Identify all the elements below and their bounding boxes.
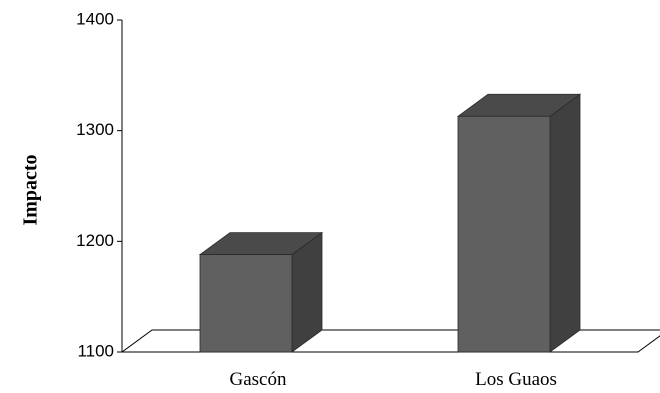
y-axis: 1100 1200 1300 1400: [76, 9, 123, 360]
category-labels: Gascón Los Guaos: [230, 369, 557, 390]
category-label: Gascón: [230, 369, 287, 390]
y-tick-label: 1100: [77, 341, 114, 360]
bar-front-face: [199, 254, 293, 353]
bars: [198, 93, 582, 353]
y-tick-label: 1400: [76, 9, 114, 28]
y-axis-title: Impacto: [20, 154, 42, 225]
bar-side-face: [549, 93, 581, 353]
category-label: Los Guaos: [475, 369, 557, 390]
y-tick-label: 1200: [76, 231, 114, 250]
y-tick-label: 1300: [76, 120, 114, 139]
bar: [456, 93, 582, 353]
bar: [198, 231, 324, 353]
bar-front-face: [457, 115, 551, 353]
